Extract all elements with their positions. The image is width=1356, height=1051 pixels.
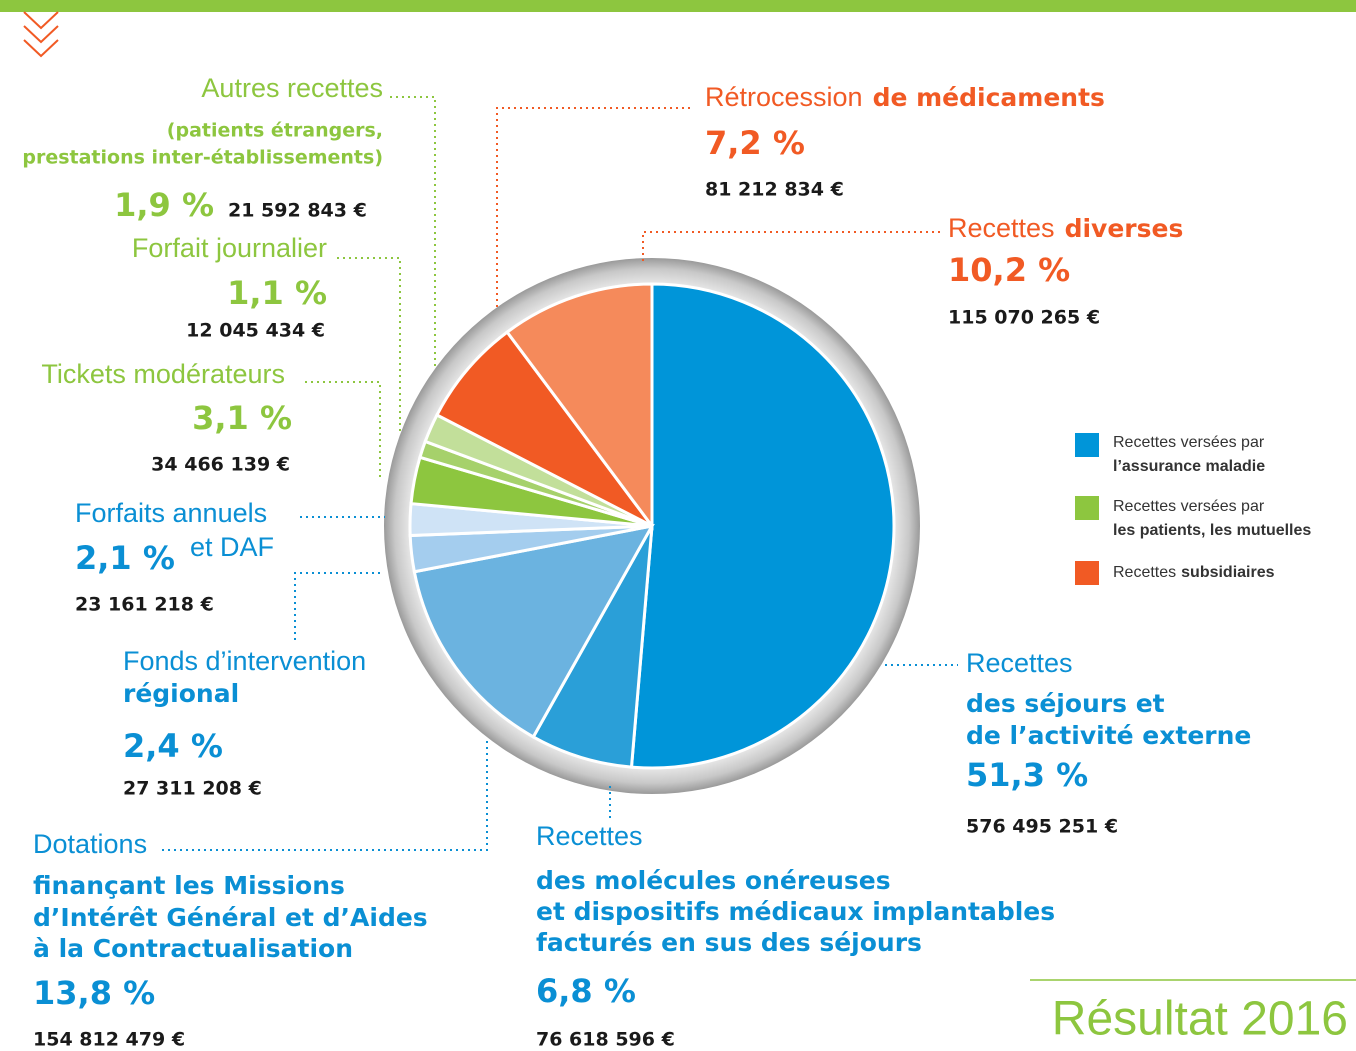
- legend-label: l’assurance maladie: [1113, 458, 1265, 475]
- category-label: Recettes: [536, 821, 643, 851]
- value-label: 1,1 %: [227, 274, 327, 312]
- category-label: Recettes: [966, 648, 1073, 678]
- leader: [390, 96, 436, 370]
- category-label: Forfaits annuels: [75, 498, 267, 528]
- pie-slice: [434, 330, 654, 528]
- category-label: et DAF: [190, 532, 274, 562]
- leader-lines: [162, 96, 958, 851]
- amount: 23 161 218 €: [75, 594, 214, 616]
- category-label: (patients étrangers,: [167, 120, 383, 142]
- pie: [408, 282, 896, 770]
- value-label: 10,2 %: [948, 251, 1070, 289]
- legend-label: Recettes versées par: [1113, 498, 1265, 515]
- label-group: Recettes des molécules onéreuses et disp…: [536, 821, 1055, 1050]
- category-label: prestations inter-établissements): [22, 147, 383, 169]
- label-group: Tickets modérateurs 3,1 % 34 466 139 €: [41, 359, 292, 475]
- label-group: Recettes diverses 10,2 % 115 070 265 €: [948, 213, 1183, 328]
- pie-slice: [412, 523, 655, 739]
- legend-label: Recettes subsidiaires: [1113, 564, 1275, 581]
- category-label: à la Contractualisation: [33, 934, 353, 963]
- legend-label-part: subsidiaires: [1181, 564, 1274, 581]
- legend-label-part: Recettes: [1113, 564, 1176, 581]
- label-group: Recettes des séjours et de l’activité ex…: [966, 648, 1251, 837]
- value-label: 1,9 %: [114, 186, 214, 224]
- pie-slice: [629, 282, 896, 770]
- label-group: Autres recettes (patients étrangers, pre…: [22, 73, 383, 224]
- value-label: 51,3 %: [966, 756, 1088, 794]
- pie-slice: [505, 282, 654, 531]
- category-label: Autres recettes: [201, 73, 383, 103]
- top-bar: [0, 0, 1356, 12]
- category-label: et dispositifs médicaux implantables: [536, 897, 1055, 926]
- value-label: 3,1 %: [192, 399, 292, 437]
- category-label: Forfait journalier: [132, 233, 327, 263]
- legend-label: Recettes versées par: [1113, 434, 1265, 451]
- leader: [642, 231, 940, 262]
- category-label-part: de médicaments: [873, 83, 1105, 112]
- category-label: Recettes diverses: [948, 213, 1183, 243]
- amount: 21 592 843 €: [228, 200, 367, 222]
- chart-title: Résultat 2016: [1052, 993, 1348, 1046]
- category-label: Dotations: [33, 829, 147, 859]
- category-label-part: diverses: [1065, 214, 1184, 243]
- amount: 34 466 139 €: [151, 454, 290, 476]
- amount: 115 070 265 €: [948, 307, 1100, 329]
- value-label: 7,2 %: [705, 124, 805, 162]
- leader: [294, 572, 383, 640]
- leader: [305, 381, 381, 480]
- amount: 27 311 208 €: [123, 778, 262, 800]
- category-label: d’Intérêt Général et d’Aides: [33, 903, 428, 932]
- label-group: Forfait journalier 1,1 % 12 045 434 €: [132, 233, 327, 341]
- legend: Recettes versées par l’assurance maladie…: [1075, 433, 1311, 585]
- label-group: Forfaits annuels et DAF 2,1 % 23 161 218…: [75, 498, 274, 615]
- value-label: 2,4 %: [123, 727, 223, 765]
- category-label: des molécules onéreuses: [536, 866, 891, 895]
- category-label: facturés en sus des séjours: [536, 928, 922, 957]
- chevron-icon: [23, 11, 59, 58]
- label-group: Dotations finançant les Missions d’Intér…: [33, 829, 428, 1050]
- category-label: des séjours et: [966, 689, 1165, 718]
- category-label: Fonds d’intervention: [123, 646, 366, 676]
- category-label: Tickets modérateurs: [41, 359, 285, 389]
- leader: [337, 257, 401, 432]
- category-label: de l’activité externe: [966, 721, 1251, 750]
- legend-swatch: [1075, 496, 1099, 520]
- value-label: 2,1 %: [75, 539, 175, 577]
- leader: [162, 740, 488, 851]
- amount: 76 618 596 €: [536, 1029, 675, 1051]
- label-group: Fonds d’intervention régional 2,4 % 27 3…: [123, 646, 366, 799]
- legend-swatch: [1075, 561, 1099, 585]
- value-label: 13,8 %: [33, 974, 155, 1012]
- value-label: 6,8 %: [536, 972, 636, 1010]
- amount: 81 212 834 €: [705, 179, 844, 201]
- category-label-part: Recettes: [948, 213, 1055, 243]
- legend-swatch: [1075, 433, 1099, 457]
- category-label-part: Rétrocession: [705, 82, 863, 112]
- category-label: régional: [123, 679, 239, 708]
- amount: 154 812 479 €: [33, 1029, 185, 1051]
- legend-label: les patients, les mutuelles: [1113, 522, 1311, 539]
- leader: [496, 107, 690, 310]
- amount: 12 045 434 €: [186, 320, 325, 342]
- amount: 576 495 251 €: [966, 816, 1118, 838]
- category-label: finançant les Missions: [33, 871, 345, 900]
- label-group: Rétrocession de médicaments 7,2 % 81 212 …: [705, 82, 1105, 200]
- category-label: Rétrocession de médicaments: [705, 82, 1105, 112]
